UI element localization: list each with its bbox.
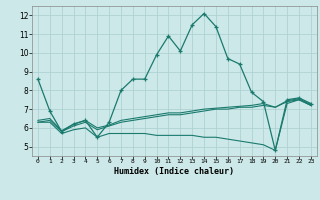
X-axis label: Humidex (Indice chaleur): Humidex (Indice chaleur)	[115, 167, 234, 176]
